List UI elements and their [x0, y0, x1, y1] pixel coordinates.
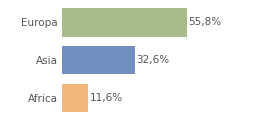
Text: 11,6%: 11,6% — [89, 93, 123, 103]
Bar — [62, 8, 186, 36]
Bar — [62, 84, 88, 112]
Text: 55,8%: 55,8% — [188, 17, 221, 27]
Text: 32,6%: 32,6% — [136, 55, 170, 65]
Bar — [62, 46, 135, 74]
